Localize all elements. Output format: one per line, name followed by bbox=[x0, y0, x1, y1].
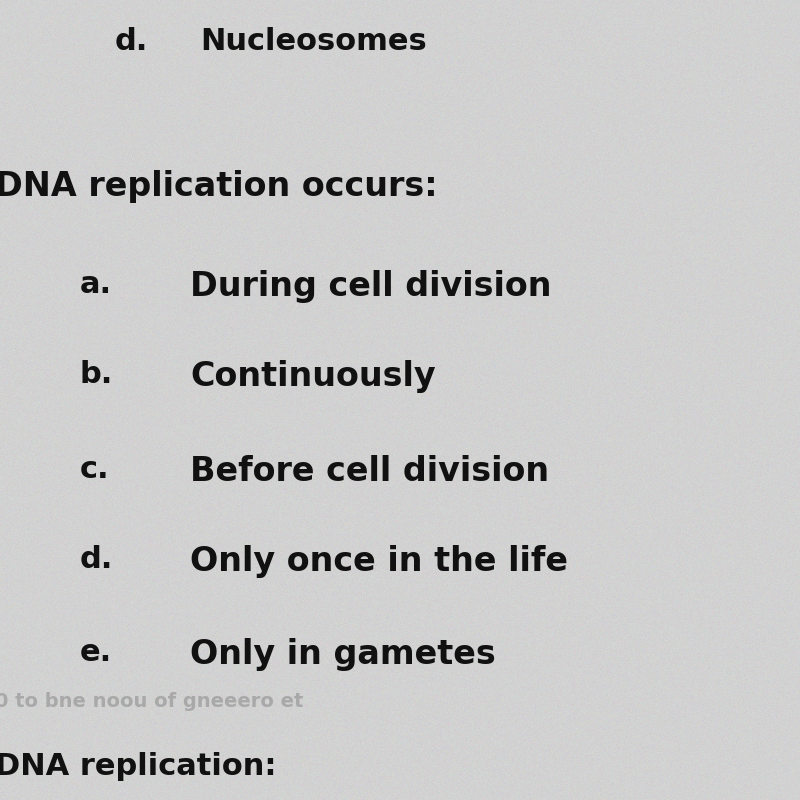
Text: During cell division: During cell division bbox=[190, 270, 551, 303]
Text: Only in gametes: Only in gametes bbox=[190, 638, 496, 671]
Text: a.: a. bbox=[80, 270, 112, 299]
Text: DNA replication occurs:: DNA replication occurs: bbox=[0, 170, 438, 203]
Text: e.: e. bbox=[80, 638, 112, 667]
Text: Only once in the life: Only once in the life bbox=[190, 545, 568, 578]
Text: c.: c. bbox=[80, 455, 110, 484]
Text: Nucleosomes: Nucleosomes bbox=[200, 27, 426, 56]
Text: DNA replication:: DNA replication: bbox=[0, 752, 277, 781]
Text: Continuously: Continuously bbox=[190, 360, 436, 393]
Text: 0 to bne noou of gneeero et: 0 to bne noou of gneeero et bbox=[0, 692, 303, 711]
Text: d.: d. bbox=[80, 545, 114, 574]
Text: b.: b. bbox=[80, 360, 114, 389]
Text: Before cell division: Before cell division bbox=[190, 455, 549, 488]
Text: d.: d. bbox=[115, 27, 148, 56]
